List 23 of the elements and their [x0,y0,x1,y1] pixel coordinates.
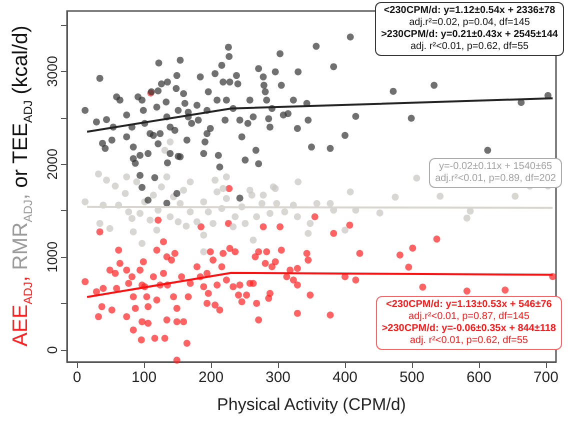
x-axis-title: Physical Activity (CPM/d) [217,395,406,414]
annotation: <230CPM/d: y=1.13±0.53x + 546±76 [385,299,553,311]
y-tick-label: 0 [44,346,60,354]
x-tick-label: 0 [72,369,82,386]
annotation: y=-0.02±0.11x + 1540±65 [438,161,554,173]
annotation: adj. r²<0.01, p=0.62, df=55 [409,41,530,53]
x-tick-label: 700 [533,369,558,386]
x-tick-label: 200 [198,369,224,386]
y-tick-label: 3000 [44,56,60,87]
x-tick-label: 500 [399,369,424,386]
x-tick-label: 600 [466,369,492,386]
annotation: >230CPM/d: y=-0.06±0.35x + 844±118 [382,323,556,335]
annotation: adj.r²<0.01, p=0.89, df=202 [435,173,556,185]
x-tick-label: 100 [132,369,157,386]
annotation: adj.r²=0.02, p=0.04, df=145 [408,17,531,29]
y-tick-label: 2000 [44,148,60,180]
annotation: >230CPM/d: y=0.21±0.43x + 2545±144 [381,29,558,41]
annotation: adj. r²<0.01, p=0.62, df=55 [408,335,529,347]
x-tick-label: 400 [332,369,358,386]
annotation: adj.r²<0.01, p=0.87, df=145 [407,311,530,323]
annotation: <230CPM/d: y=1.12±0.54x + 2336±78 [382,5,556,17]
x-tick-label: 300 [265,369,291,386]
y-tick-label: 1000 [44,241,60,273]
